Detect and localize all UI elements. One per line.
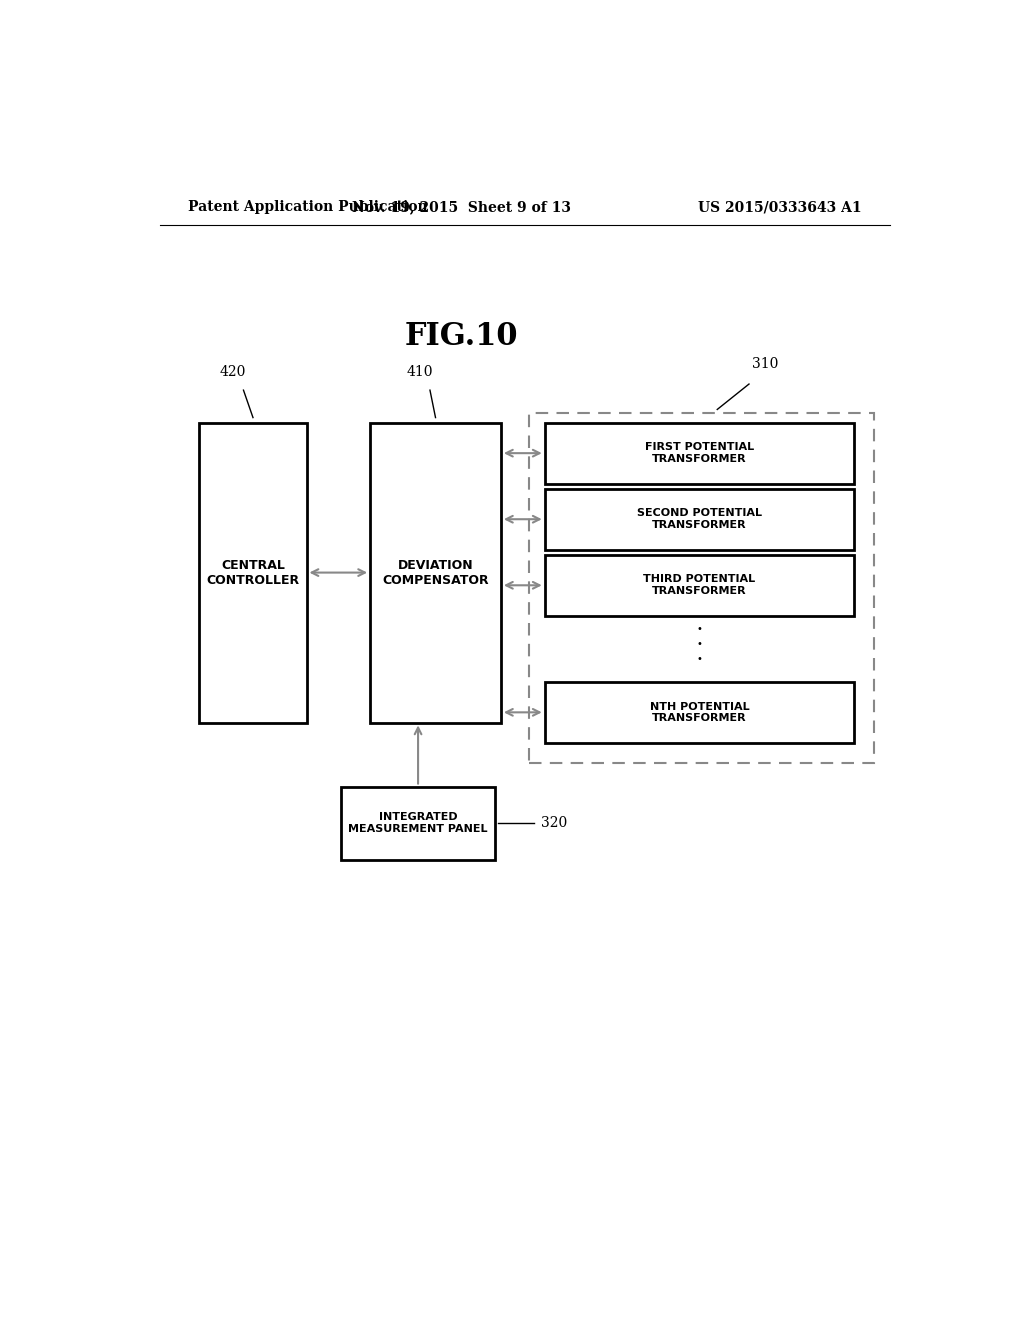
Text: •: • [696,624,702,634]
Text: US 2015/0333643 A1: US 2015/0333643 A1 [698,201,862,214]
Text: •: • [696,639,702,649]
Bar [545,488,854,549]
Text: NTH POTENTIAL
TRANSFORMER: NTH POTENTIAL TRANSFORMER [649,701,750,723]
Bar [341,787,496,859]
Text: 420: 420 [220,364,247,379]
Text: THIRD POTENTIAL
TRANSFORMER: THIRD POTENTIAL TRANSFORMER [643,574,756,597]
Bar [370,422,501,722]
Text: •: • [696,655,702,664]
Text: DEVIATION
COMPENSATOR: DEVIATION COMPENSATOR [382,558,488,586]
Bar [545,422,854,483]
Bar [545,682,854,743]
Bar [200,422,306,722]
Text: FIG.10: FIG.10 [404,321,518,351]
Text: Patent Application Publication: Patent Application Publication [187,201,427,214]
Text: 320: 320 [541,816,567,830]
Text: FIRST POTENTIAL
TRANSFORMER: FIRST POTENTIAL TRANSFORMER [645,442,754,463]
Text: SECOND POTENTIAL
TRANSFORMER: SECOND POTENTIAL TRANSFORMER [637,508,762,531]
Text: Nov. 19, 2015  Sheet 9 of 13: Nov. 19, 2015 Sheet 9 of 13 [352,201,570,214]
Text: 310: 310 [752,356,778,371]
Text: CENTRAL
CONTROLLER: CENTRAL CONTROLLER [207,558,300,586]
Text: INTEGRATED
MEASUREMENT PANEL: INTEGRATED MEASUREMENT PANEL [348,812,487,834]
Bar [528,413,873,763]
Bar [545,554,854,616]
Text: 410: 410 [407,364,433,379]
